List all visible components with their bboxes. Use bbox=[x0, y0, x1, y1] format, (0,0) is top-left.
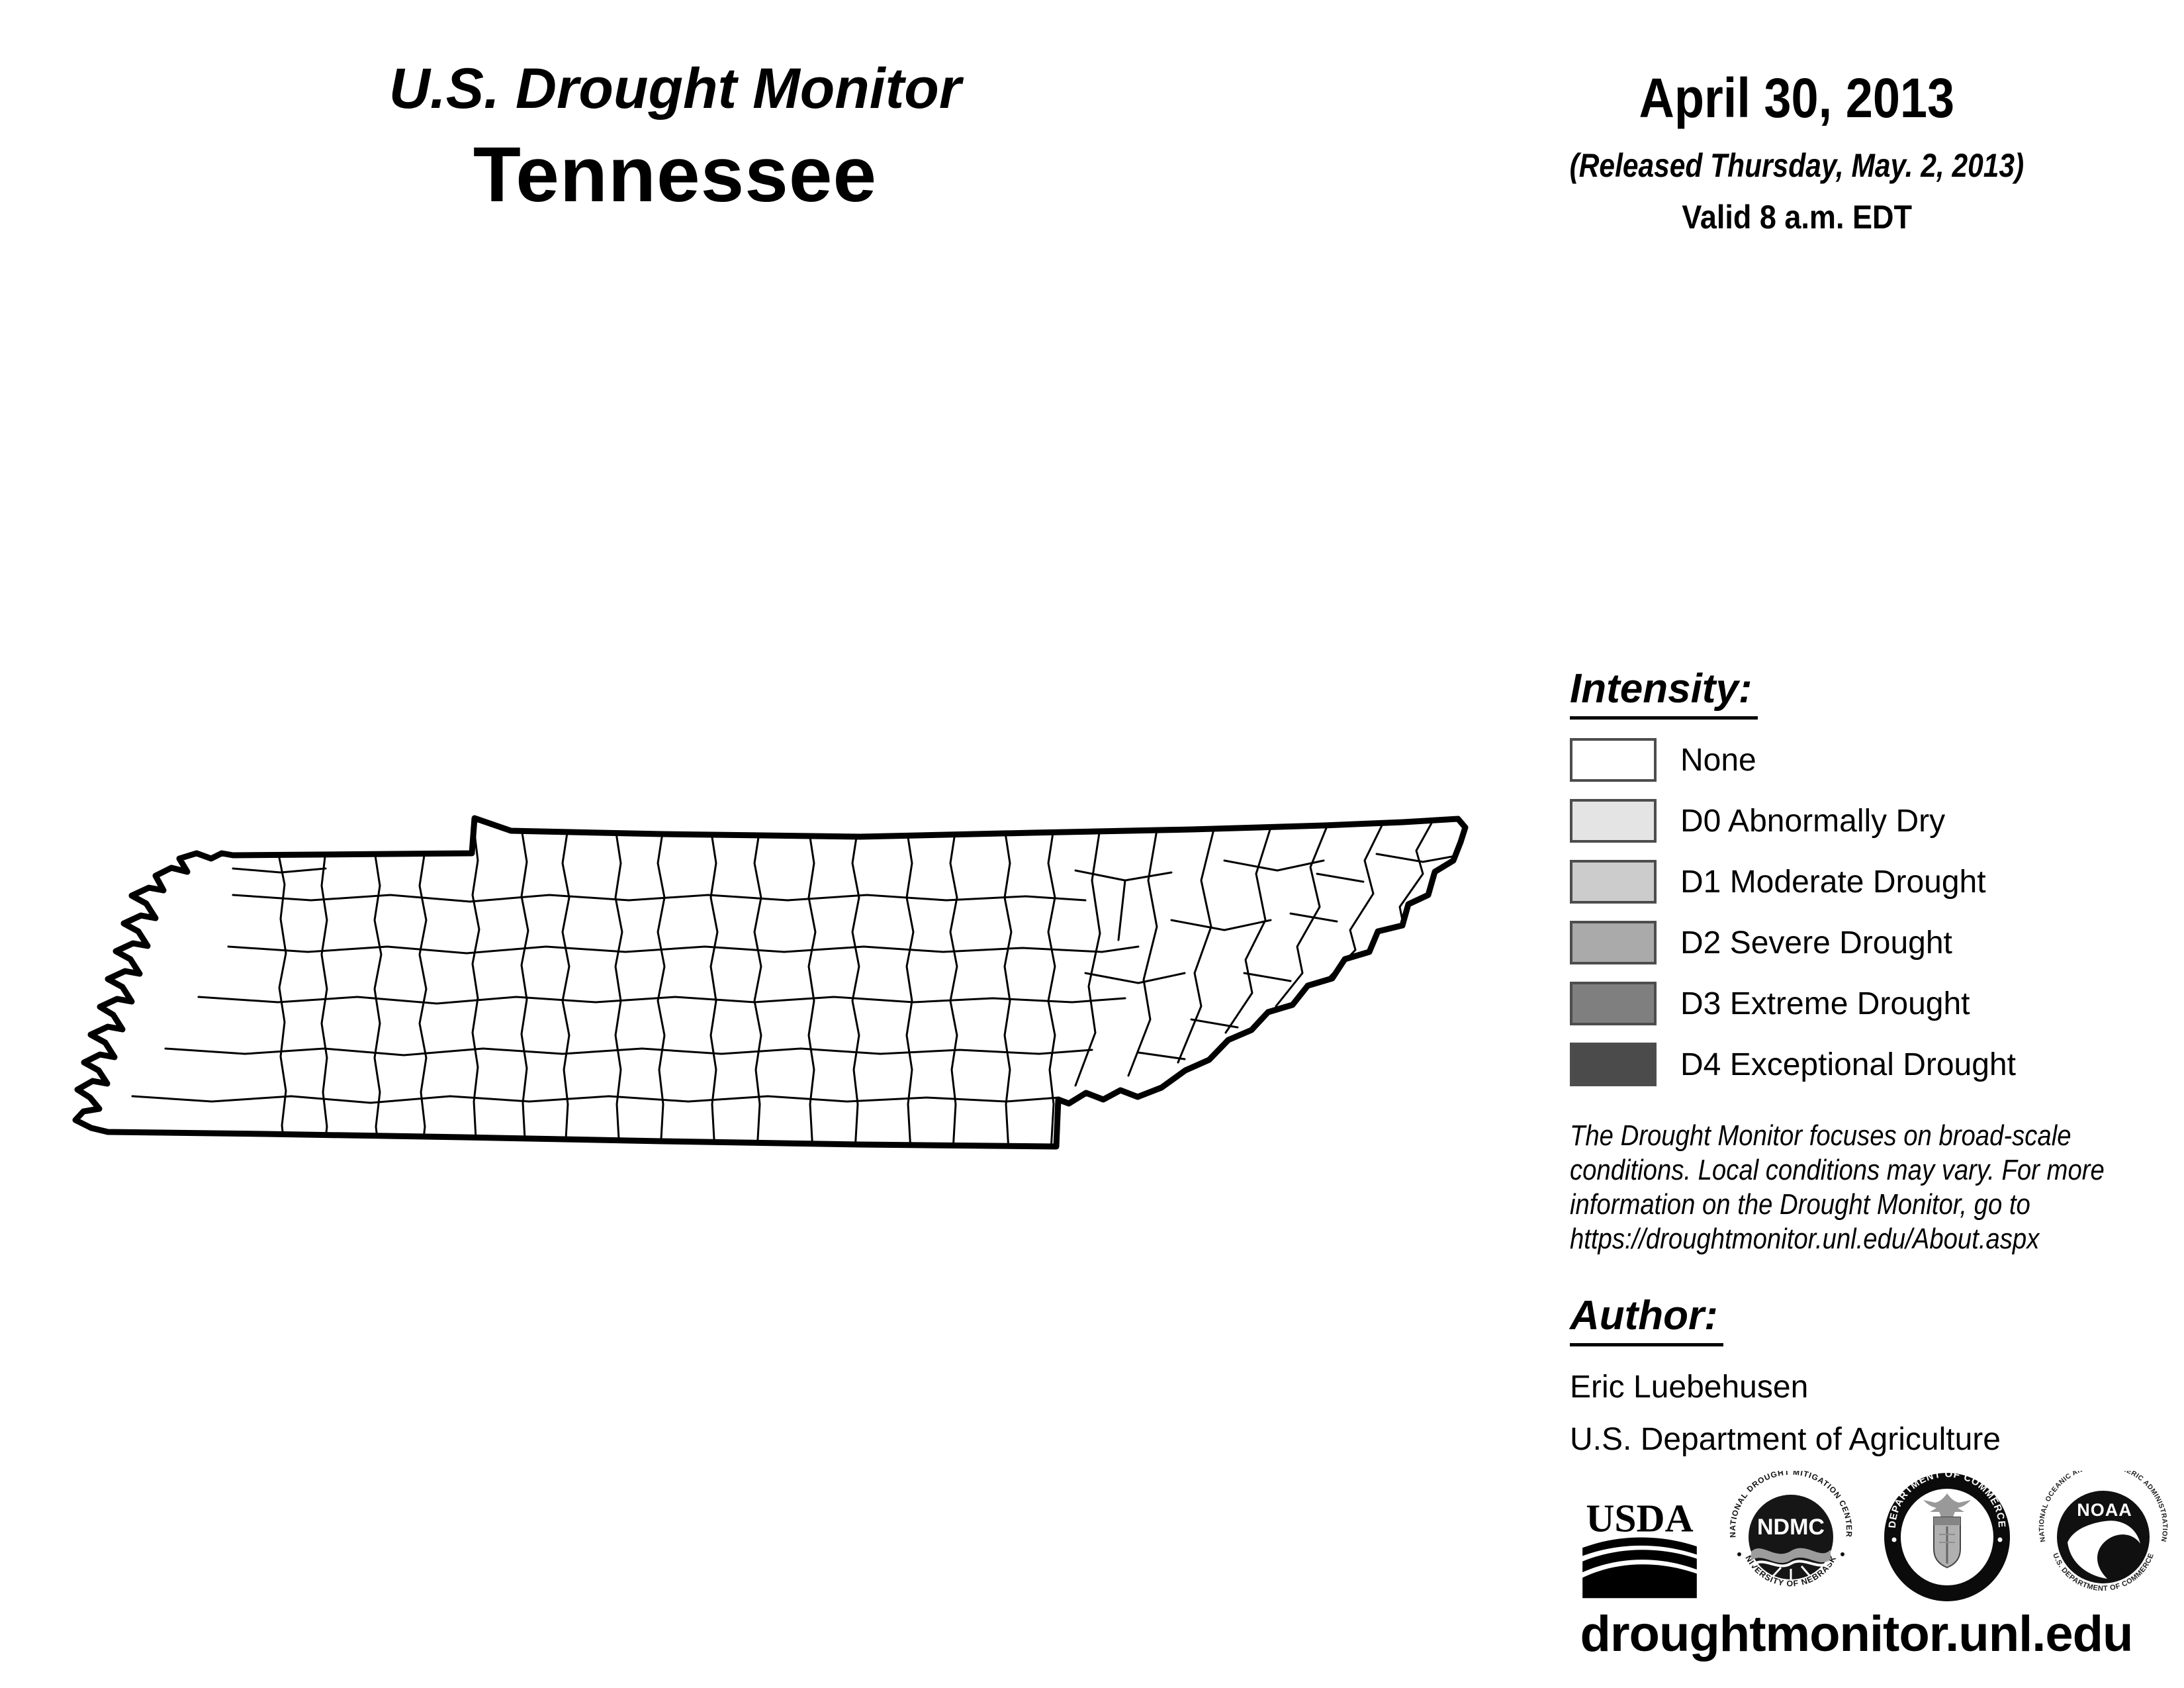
disclaimer-line: conditions. Local conditions may vary. F… bbox=[1570, 1154, 2105, 1186]
author-org: U.S. Department of Agriculture bbox=[1570, 1422, 2001, 1457]
legend-label: None bbox=[1680, 742, 1756, 778]
ndmc-center-text: NDMC bbox=[1757, 1515, 1825, 1540]
disclaimer-line: The Drought Monitor focuses on broad-sca… bbox=[1570, 1119, 2071, 1152]
legend-label: D0 Abnormally Dry bbox=[1680, 803, 1946, 839]
commerce-eagle bbox=[1923, 1493, 1971, 1526]
footer-url: droughtmonitor.unl.edu bbox=[1580, 1606, 2134, 1662]
valid-time: Valid 8 a.m. EDT bbox=[1682, 199, 1912, 236]
noaa-center-text: NOAA bbox=[2077, 1500, 2132, 1520]
author-block: Author: Eric Luebehusen U.S. Department … bbox=[1570, 1292, 2001, 1458]
legend-row: D2 Severe Drought bbox=[1570, 921, 2016, 964]
commerce-logo: DEPARTMENT OF COMMERCE UNITED STATES OF … bbox=[1881, 1471, 2010, 1601]
usda-swoosh bbox=[1582, 1537, 1697, 1556]
legend-label: D3 Extreme Drought bbox=[1680, 986, 1970, 1021]
map-date: April 30, 2013 bbox=[1639, 67, 1955, 129]
legend-row: D1 Moderate Drought bbox=[1570, 860, 2016, 904]
usda-swoosh bbox=[1582, 1564, 1697, 1599]
region-title: Tennessee bbox=[473, 131, 878, 218]
tennessee-county-map bbox=[66, 811, 1496, 1182]
usda-logo: USDA bbox=[1582, 1497, 1697, 1599]
noaa-logo: NATIONAL OCEANIC AND ATMOSPHERIC ADMINIS… bbox=[2038, 1471, 2169, 1602]
ndmc-wave-line bbox=[1751, 1560, 1831, 1568]
legend-label: D2 Severe Drought bbox=[1680, 925, 1952, 961]
legend-rows: None D0 Abnormally Dry D1 Moderate Droug… bbox=[1570, 738, 2016, 1086]
usda-swoosh bbox=[1582, 1550, 1697, 1573]
legend-row: None bbox=[1570, 738, 2016, 782]
legend-swatch-none bbox=[1570, 738, 1657, 782]
logos-row: USDA NATIONAL DROUGHT MITIGATION CENTER … bbox=[1578, 1471, 2169, 1603]
header: U.S. Drought Monitor Tennessee bbox=[238, 56, 1112, 220]
legend-swatch-d4 bbox=[1570, 1043, 1657, 1086]
legend-swatch-d0 bbox=[1570, 799, 1657, 843]
legend-label: D1 Moderate Drought bbox=[1680, 864, 1986, 900]
disclaimer-line: information on the Drought Monitor, go t… bbox=[1570, 1188, 2030, 1221]
legend-row: D0 Abnormally Dry bbox=[1570, 799, 2016, 843]
page-title: U.S. Drought Monitor bbox=[388, 57, 962, 120]
author-heading: Author: bbox=[1570, 1292, 1723, 1346]
legend-swatch-d2 bbox=[1570, 921, 1657, 964]
noaa-bird bbox=[2068, 1521, 2140, 1579]
legend-row: D4 Exceptional Drought bbox=[1570, 1043, 2016, 1086]
disclaimer-line: https://droughtmonitor.unl.edu/About.asp… bbox=[1570, 1223, 2040, 1255]
date-block: April 30, 2013 (Released Thursday, May. … bbox=[1496, 66, 2098, 236]
legend: Intensity: None D0 Abnormally Dry D1 Mod… bbox=[1570, 665, 2016, 1103]
legend-label: D4 Exceptional Drought bbox=[1680, 1047, 2016, 1082]
author-name: Eric Luebehusen bbox=[1570, 1370, 1809, 1405]
disclaimer-text: The Drought Monitor focuses on broad-sca… bbox=[1570, 1119, 2105, 1256]
ndmc-wave bbox=[1751, 1548, 1831, 1564]
release-date: (Released Thursday, May. 2, 2013) bbox=[1569, 147, 2025, 184]
intensity-heading: Intensity: bbox=[1570, 665, 1758, 720]
legend-row: D3 Extreme Drought bbox=[1570, 982, 2016, 1025]
legend-swatch-d1 bbox=[1570, 860, 1657, 904]
ndmc-crack-lines bbox=[1771, 1566, 1811, 1581]
usda-logo-text: USDA bbox=[1586, 1497, 1693, 1540]
legend-swatch-d3 bbox=[1570, 982, 1657, 1025]
ndmc-logo: NATIONAL DROUGHT MITIGATION CENTER UNIVE… bbox=[1725, 1471, 1856, 1602]
